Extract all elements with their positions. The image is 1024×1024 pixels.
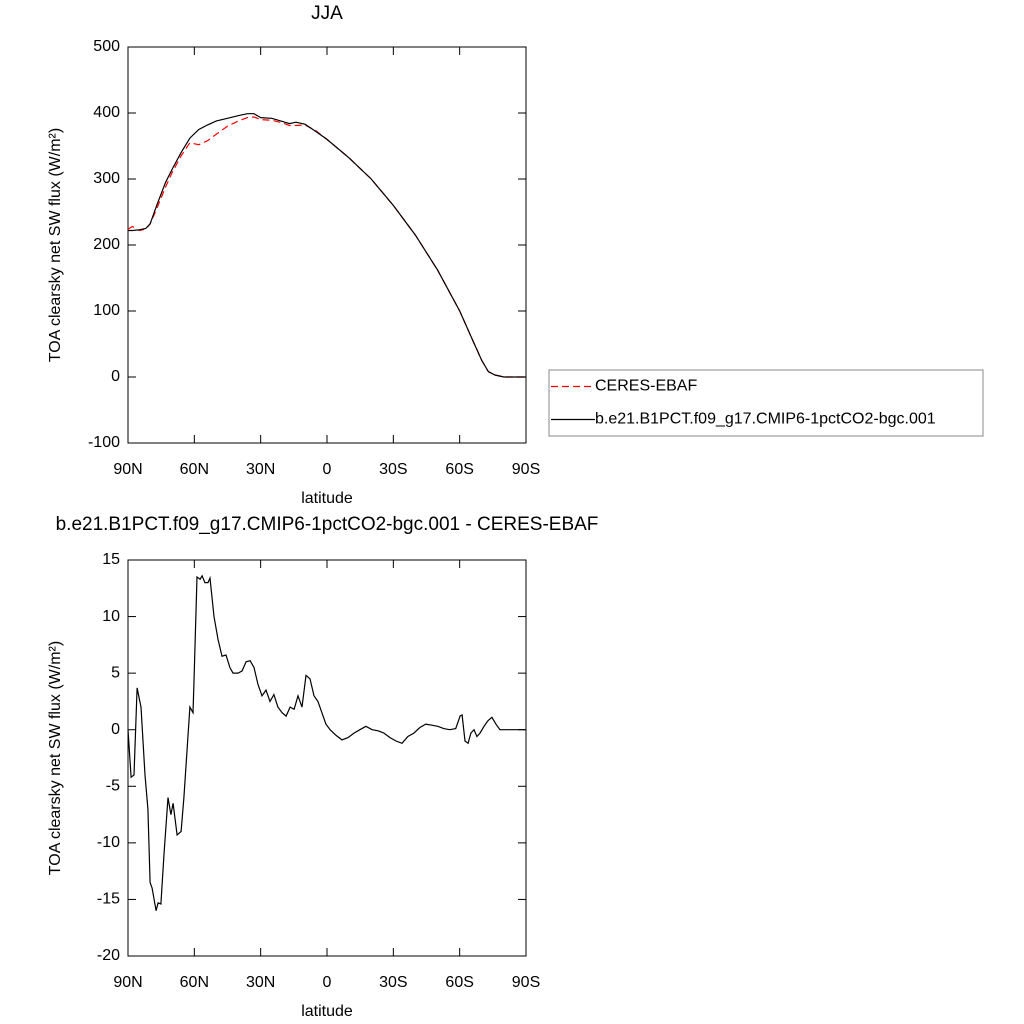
x-tick-label: 30N [246,974,275,991]
x-tick-label: 90N [113,974,142,991]
y-tick-label: 200 [93,236,120,253]
y-tick-label: 5 [111,664,120,681]
y-tick-label: 400 [93,104,120,121]
y-tick-label: 0 [111,721,120,738]
x-tick-label: 60S [445,974,473,991]
x-tick-label: 30S [379,461,407,478]
legend-label: CERES-EBAF [595,378,697,395]
y-tick-label: 10 [102,608,120,625]
y-tick-label: 100 [93,302,120,319]
y-tick-label: -15 [97,891,120,908]
y-tick-label: -5 [106,778,120,795]
chart-title: JJA [311,3,343,24]
plot-frame [127,46,527,444]
y-tick-label: -10 [97,834,120,851]
x-axis-label: latitude [301,1003,353,1020]
plot-frame [127,559,527,957]
y-tick-label: -20 [97,947,120,964]
x-tick-label: 0 [323,974,332,991]
legend-box [548,369,984,437]
x-tick-label: 60N [180,974,209,991]
x-tick-label: 90S [512,974,540,991]
x-tick-label: 60S [445,461,473,478]
legend-label: b.e21.B1PCT.f09_g17.CMIP6-1pctCO2-bgc.00… [595,411,936,428]
y-tick-label: 15 [102,551,120,568]
y-tick-label: 0 [111,368,120,385]
y-tick-label: -100 [88,434,120,451]
x-tick-label: 0 [323,461,332,478]
data-line [128,113,526,378]
x-tick-label: 30N [246,461,275,478]
x-tick-label: 90N [113,461,142,478]
y-tick-label: 500 [93,38,120,55]
x-tick-label: 90S [512,461,540,478]
y-axis-label: TOA clearsky net SW flux (W/m²) [47,128,64,362]
x-tick-label: 60N [180,461,209,478]
data-line [127,574,526,911]
data-line [127,116,526,378]
x-tick-label: 30S [379,974,407,991]
chart-title: b.e21.B1PCT.f09_g17.CMIP6-1pctCO2-bgc.00… [56,514,599,535]
y-axis-label: TOA clearsky net SW flux (W/m²) [47,641,64,875]
y-tick-label: 300 [93,170,120,187]
x-axis-label: latitude [301,490,353,507]
